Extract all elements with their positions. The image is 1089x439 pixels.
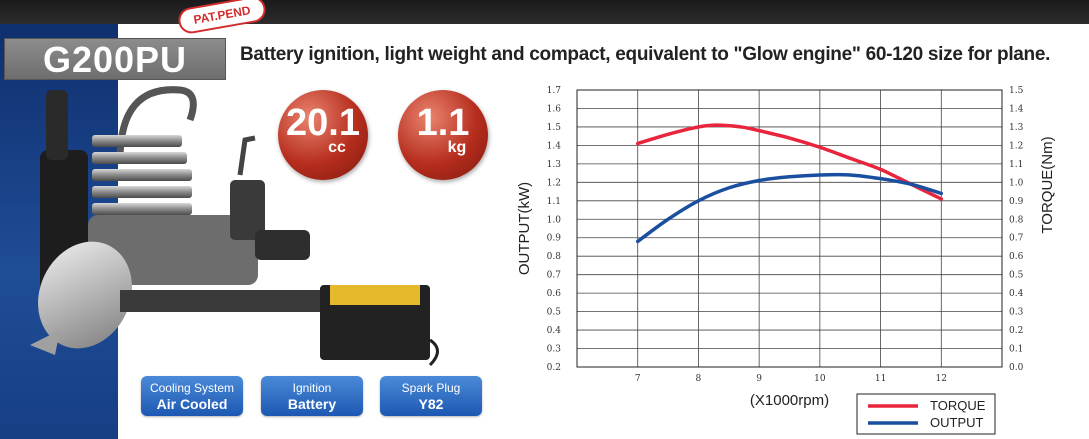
legend-torque-label: TORQUE <box>930 398 986 413</box>
y-tick-label: 0.4 <box>547 326 562 336</box>
spec-spark-plug: Spark Plug Y82 <box>380 376 482 416</box>
weight-unit: kg <box>447 139 467 156</box>
y2-tick-label: 1.4 <box>1009 104 1024 114</box>
y2-tick-label: 0.0 <box>1009 363 1024 373</box>
legend-output-label: OUTPUT <box>930 415 984 430</box>
series-output-line <box>635 172 944 244</box>
y-tick-label: 1.4 <box>547 141 562 151</box>
weight-value: 1.1 <box>416 102 470 144</box>
y2-tick-label: 1.5 <box>1009 86 1024 96</box>
y2-tick-label: 0.9 <box>1009 197 1024 207</box>
headline: Battery ignition, light weight and compa… <box>240 44 1051 65</box>
y-tick-label: 0.2 <box>547 363 561 373</box>
x-tick-label: 8 <box>696 374 702 384</box>
y2-tick-label: 0.7 <box>1009 234 1024 244</box>
top-banner-bar <box>0 0 1089 24</box>
legend-box <box>856 393 996 435</box>
displacement-badge: 20.1 cc <box>278 90 368 180</box>
spec-cooling-system: Cooling System Air Cooled <box>141 376 243 416</box>
displacement-value: 20.1 <box>286 102 360 144</box>
y-tick-label: 0.6 <box>547 289 562 299</box>
y2-tick-labels: 0.0 0.1 0.2 0.3 0.4 0.5 0.6 0.7 0.8 0.9 1.0 1.1 1.2 1… <box>1009 86 1024 373</box>
y-tick-label: 1.3 <box>547 160 562 170</box>
spec-value: Air Cooled <box>156 396 228 412</box>
y2-tick-label: 1.1 <box>1009 160 1023 170</box>
x-tick-label: 10 <box>814 374 826 384</box>
engine-image <box>30 86 439 367</box>
spec-label: Spark Plug <box>401 381 461 395</box>
weight-badge: 1.1 kg <box>398 90 488 180</box>
x-tick-label: 7 <box>635 374 641 384</box>
spec-label: Cooling System <box>149 381 235 395</box>
x-tick-label: 11 <box>875 374 886 384</box>
spec-value: Battery <box>287 396 337 412</box>
model-name: G200PU <box>4 38 226 80</box>
y-tick-label: 0.5 <box>547 308 562 318</box>
y2-tick-label: 0.2 <box>1009 326 1023 336</box>
y2-tick-label: 0.8 <box>1009 215 1024 225</box>
x-tick-label: 12 <box>936 374 947 384</box>
x-tick-label: 9 <box>756 374 762 384</box>
y2-tick-label: 1.3 <box>1009 123 1024 133</box>
spec-ignition: Ignition Battery <box>261 376 363 416</box>
spec-label: Ignition <box>292 381 332 395</box>
y2-axis-label: TORQUE(Nm) <box>1039 136 1056 233</box>
y2-tick-label: 0.6 <box>1009 252 1024 262</box>
y2-tick-label: 1.0 <box>1009 178 1024 188</box>
series-torque-line <box>635 123 944 201</box>
displacement-unit: cc <box>328 139 346 156</box>
plot-frame <box>576 89 1003 368</box>
y-tick-label: 0.8 <box>547 252 562 262</box>
y-tick-label: 1.2 <box>547 178 561 188</box>
y-tick-label: 1.7 <box>547 86 562 96</box>
y-tick-label: 0.7 <box>547 271 562 281</box>
y2-tick-label: 0.3 <box>1009 308 1024 318</box>
spec-value: Y82 <box>418 396 444 412</box>
y-tick-labels: 0.2 0.3 0.4 0.5 0.6 0.7 0.8 0.9 1.0 1.1 1.2 1.3 1.4 1… <box>547 86 562 373</box>
y-tick-label: 1.6 <box>547 104 562 114</box>
y-tick-label: 1.1 <box>547 197 561 207</box>
y2-tick-label: 0.4 <box>1009 289 1024 299</box>
y2-tick-label: 1.2 <box>1009 141 1023 151</box>
chart-legend: TORQUE OUTPUT <box>856 393 996 435</box>
chart-grid <box>577 89 1002 368</box>
x-axis-label: (X1000rpm) <box>750 392 829 409</box>
performance-chart: 0.2 0.3 0.4 0.5 0.6 0.7 0.8 0.9 1.0 1.1 1.2 1.3 1.4 1… <box>516 86 1056 435</box>
y2-tick-label: 0.5 <box>1009 271 1024 281</box>
y-tick-label: 1.0 <box>547 215 562 225</box>
y-tick-label: 1.5 <box>547 123 562 133</box>
x-tick-labels: 7 8 9 10 11 12 <box>635 374 947 384</box>
y-tick-label: 0.3 <box>547 345 562 355</box>
y-axis-label: OUTPUT(kW) <box>516 182 533 275</box>
y2-tick-label: 0.1 <box>1009 345 1023 355</box>
y-tick-label: 0.9 <box>547 234 562 244</box>
